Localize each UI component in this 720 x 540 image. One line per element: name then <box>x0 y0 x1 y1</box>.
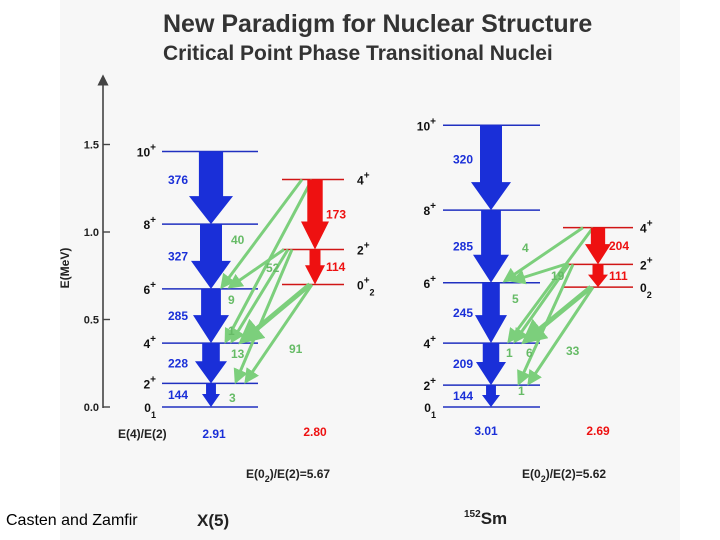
energy-axis: 0.0 0.5 1.0 1.5 E(MeV) <box>58 74 110 414</box>
x5-e0-ratio: E(02)/E(2)=5.67 <box>246 467 330 484</box>
green-transition-arrow <box>527 286 595 386</box>
green-transition-arrow <box>521 285 593 345</box>
cross-value-label: 1 <box>518 384 525 398</box>
level-label: 8+ <box>423 201 436 218</box>
sm152-e0-ratio: E(02)/E(2)=5.62 <box>522 467 606 484</box>
level-label: 2+ <box>640 255 653 272</box>
b2-transition-arrow <box>585 227 611 265</box>
cross-value-label: 52 <box>266 261 280 275</box>
cross-value-label: 1 <box>228 324 235 338</box>
cross-value-label: 6 <box>526 346 533 360</box>
level-label: 4+ <box>423 334 436 351</box>
axis-tick-label: 0.0 <box>84 402 99 414</box>
green-transition-arrow <box>244 283 314 384</box>
level-label: 8+ <box>143 215 156 232</box>
ratio-label: E(4)/E(2) <box>118 427 167 441</box>
axis-tick-label: 1.0 <box>84 227 99 239</box>
green-transition-arrow <box>238 282 312 345</box>
cross-value-label: 9 <box>228 293 235 307</box>
x5-level-scheme: 10+8+6+4+2+014+2+0+237632728522814417311… <box>137 143 375 421</box>
x5-system-label: X(5) <box>197 511 229 530</box>
cross-value-label: 91 <box>289 342 303 356</box>
credit-text: Casten and Zamfir <box>6 512 138 529</box>
green-transition-arrow <box>233 248 294 385</box>
level-label: 01 <box>424 401 436 420</box>
gsb-transition-arrow <box>476 343 506 386</box>
sm152-level-scheme: 10+8+6+4+2+014+2+02320285245209144204111… <box>417 116 653 420</box>
gsb-transition-arrow <box>193 288 229 344</box>
level-label: 4+ <box>357 171 370 188</box>
b2-value-label: 114 <box>326 260 346 274</box>
page-subtitle: Critical Point Phase Transitional Nuclei <box>163 42 553 65</box>
level-label: 4+ <box>143 334 156 351</box>
level-label: 4+ <box>640 219 653 236</box>
cross-value-label: 13 <box>231 347 245 361</box>
level-label: 10+ <box>137 143 156 160</box>
diagram-background <box>60 0 680 540</box>
gsb-value-label: 144 <box>453 389 473 403</box>
b2-transition-arrow <box>588 264 608 288</box>
level-label: 2+ <box>423 376 436 393</box>
level-label: 2+ <box>143 374 156 391</box>
b2-transition-arrow <box>301 179 329 250</box>
sm152-system-label: 152Sm <box>464 509 507 528</box>
sm152-ratio-gsb: 3.01 <box>474 424 498 438</box>
cross-value-label: 33 <box>566 344 580 358</box>
gsb-transition-arrow <box>482 385 500 407</box>
green-transition-arrow <box>220 178 304 290</box>
green-transition-arrow <box>227 248 285 289</box>
gsb-transition-arrow <box>191 224 231 289</box>
level-label: 02 <box>640 281 652 300</box>
gsb-value-label: 228 <box>168 356 188 370</box>
cross-value-label: 3 <box>229 391 236 405</box>
gsb-value-label: 327 <box>168 250 188 264</box>
cross-value-label: 40 <box>231 233 245 247</box>
axis-tick-label: 0.5 <box>84 315 99 327</box>
b2-value-label: 111 <box>609 269 628 283</box>
level-label: 2+ <box>357 241 370 258</box>
gsb-value-label: 376 <box>168 173 188 187</box>
sm152-ratio-b2: 2.69 <box>586 424 610 438</box>
x5-ratio-gsb: 2.91 <box>202 427 226 441</box>
gsb-value-label: 285 <box>168 309 188 323</box>
cross-value-label: 5 <box>512 292 519 306</box>
gsb-value-label: 320 <box>453 153 473 167</box>
level-label: 0+2 <box>357 276 375 298</box>
level-label: 6+ <box>423 274 436 291</box>
gsb-transition-arrow <box>195 343 227 384</box>
gsb-transition-arrow <box>473 210 509 283</box>
gsb-transition-arrow <box>475 282 507 344</box>
level-label: 10+ <box>417 116 436 133</box>
gsb-value-label: 209 <box>453 357 473 371</box>
gsb-transition-arrow <box>202 383 220 407</box>
page-title: New Paradigm for Nuclear Structure <box>163 10 593 38</box>
level-label: 6+ <box>143 280 156 297</box>
x5-ratio-b2: 2.80 <box>303 425 327 439</box>
gsb-value-label: 144 <box>168 388 188 402</box>
cross-value-label: 19 <box>551 269 565 283</box>
level-label: 01 <box>144 401 156 420</box>
cross-value-label: 1 <box>506 346 513 360</box>
b2-value-label: 173 <box>326 208 346 222</box>
energy-axis-label: E(MeV) <box>58 248 72 289</box>
b2-value-label: 204 <box>609 239 629 253</box>
gsb-transition-arrow <box>471 125 511 211</box>
cross-value-label: 4 <box>522 241 529 255</box>
green-transition-arrow <box>510 262 566 285</box>
green-transition-arrow <box>502 226 584 283</box>
b2-transition-arrow <box>305 249 325 285</box>
gsb-value-label: 285 <box>453 239 473 253</box>
gsb-value-label: 245 <box>453 306 473 320</box>
axis-tick-label: 1.5 <box>84 140 99 152</box>
gsb-transition-arrow <box>189 151 233 225</box>
